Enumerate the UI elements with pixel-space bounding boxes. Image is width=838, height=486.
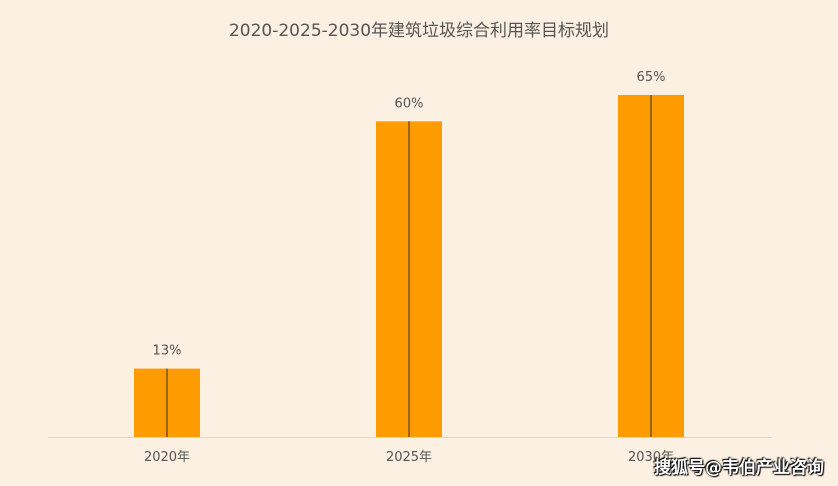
data-label-2: 65% <box>637 70 666 85</box>
watermark: 搜狐号@韦伯产业咨询 <box>654 458 824 478</box>
data-label-1: 60% <box>395 96 424 111</box>
x-tick-label-0: 2020年 <box>144 450 190 465</box>
data-label-0: 13% <box>153 344 182 359</box>
chart-title: 2020-2025-2030年建筑垃圾综合利用率目标规划 <box>228 21 610 41</box>
x-tick-label-1: 2025年 <box>386 450 432 465</box>
x-tick-label-2: 2030年 <box>628 450 674 465</box>
